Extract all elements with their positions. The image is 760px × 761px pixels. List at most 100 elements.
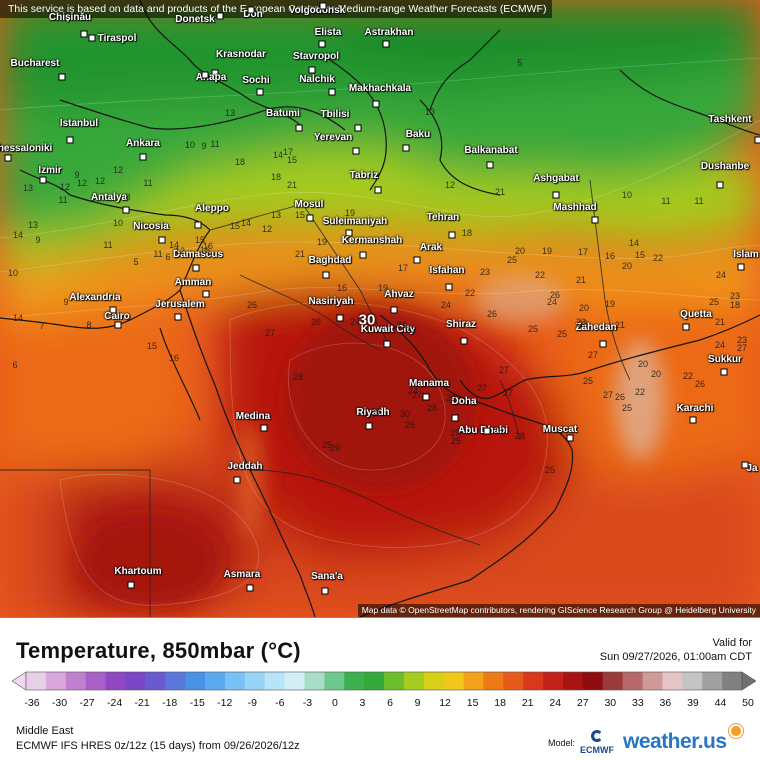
colorbar-segment [384,672,404,690]
city-label-tehran: Tehran [427,212,460,223]
colorbar-segment [444,672,464,690]
city-marker-tehran [449,232,456,239]
city-label-volgodonsk: Volgodonsk [289,5,345,16]
contour-value: 27 [265,328,275,338]
city-marker-zahedan [600,341,607,348]
contour-value: 13 [28,220,38,230]
city-marker-ashgabat [553,192,560,199]
colorbar-tick-label: -18 [162,697,177,709]
city-marker-batumi [296,125,303,132]
city-label-astrakhan: Astrakhan [365,27,414,38]
contour-value: 29 [446,393,456,403]
city-label-chisinau: Chișinău [49,12,91,23]
contour-value: 11 [694,196,703,206]
colorbar-tick-label: 44 [715,697,727,709]
city-marker-kermanshah [360,252,367,259]
contour-value: 14 [629,238,639,248]
contour-value: 25 [709,297,719,307]
city-marker-tiraspol [89,35,96,42]
colorbar-segment [26,672,46,690]
contour-value: 9 [35,235,40,245]
city-label-mosul: Mosul [295,199,324,210]
contour-value: 11 [661,196,670,206]
colorbar-segment [543,672,563,690]
city-label-sochi: Sochi [242,75,269,86]
city-marker-karachi [690,417,697,424]
colorbar-segment [702,672,722,690]
city-label-aleppo: Aleppo [195,203,229,214]
city-marker-volgodonsk [320,3,327,10]
city-marker-donetsk [217,13,224,20]
contour-value: 13 [23,183,33,193]
colorbar-segment [46,672,66,690]
city-marker-ankara [140,154,147,161]
contour-value: 6 [165,252,170,262]
contour-value: 16 [337,283,347,293]
contour-value: 25 [451,436,461,446]
temperature-map[interactable]: This service is based on data and produc… [0,0,760,617]
city-label-dushanbe: Dushanbe [701,161,749,172]
contour-value: 28 [293,372,303,382]
city-label-donetsk: Donetsk [175,14,214,25]
colorbar-tick-label: 3 [360,697,366,709]
contour-value: 24 [441,300,451,310]
city-label-medina: Medina [236,411,270,422]
colorbar-segment [185,672,205,690]
city-marker-tbilisi [355,125,362,132]
colorbar-segment [563,672,583,690]
city-label-yerevan: Yerevan [314,132,352,143]
city-marker-isfahan [446,284,453,291]
contour-value: 17 [283,147,293,157]
contour-value: 18 [462,228,472,238]
city-label-baku: Baku [406,129,430,140]
contour-value: 26 [550,290,560,300]
city-label-sanaa: Sana'a [311,571,343,582]
city-label-arak: Arak [420,242,442,253]
contour-value: 27 [477,383,487,393]
contour-value: 18 [730,300,740,310]
colorbar-segment [404,672,424,690]
colorbar-tick-label: 50 [742,697,754,709]
weather-us-logo[interactable]: weather.us [623,730,727,754]
city-marker-arak [414,257,421,264]
city-marker-ahvaz [391,307,398,314]
city-marker-muscat [567,435,574,442]
colorbar-segment [285,672,305,690]
city-label-nalchik: Nalchik [299,74,335,85]
city-label-tashkent: Tashkent [708,114,751,125]
valid-label: Valid for [600,636,752,650]
map-attribution[interactable]: Map data © OpenStreetMap contributors, r… [358,604,760,617]
contour-value: 5 [517,58,522,68]
city-label-ankara: Ankara [126,138,160,149]
contour-value: 20 [638,359,648,369]
ecmwf-logo[interactable]: ECMWF [580,730,616,758]
city-marker-nicosia [159,237,166,244]
contour-value: 21 [576,275,586,285]
contour-value: 12 [262,224,272,234]
city-label-islam: Islam [733,249,759,260]
contour-value: 22 [683,371,693,381]
contour-value: 26 [311,317,321,327]
colorbar-tick-label: 21 [522,697,534,709]
contour-value: 24 [715,340,725,350]
contour-value: 22 [465,288,475,298]
colorbar-segment [125,672,145,690]
colorbar-tick-label: 9 [415,697,421,709]
city-label-ashgabat: Ashgabat [533,173,579,184]
contour-value: 24 [408,386,418,396]
map-title: Temperature, 850mbar (°C) [16,638,301,664]
colorbar-segment [66,672,86,690]
colorbar-tick-label: -36 [24,697,39,709]
city-label-makhachkala: Makhachkala [349,83,411,94]
model-label: Model: [548,738,575,748]
contour-value: 23 [576,317,586,327]
city-label-jeddah: Jeddah [227,461,262,472]
colorbar-segment [165,672,185,690]
city-label-nicosia: Nicosia [133,221,169,232]
colorbar-tick-label: 12 [439,697,451,709]
colorbar-segment [503,672,523,690]
colorbar-tick-label: -6 [275,697,284,709]
colorbar-segment [523,672,543,690]
city-marker-kuwait [384,341,391,348]
contour-value: 10 [185,140,195,150]
